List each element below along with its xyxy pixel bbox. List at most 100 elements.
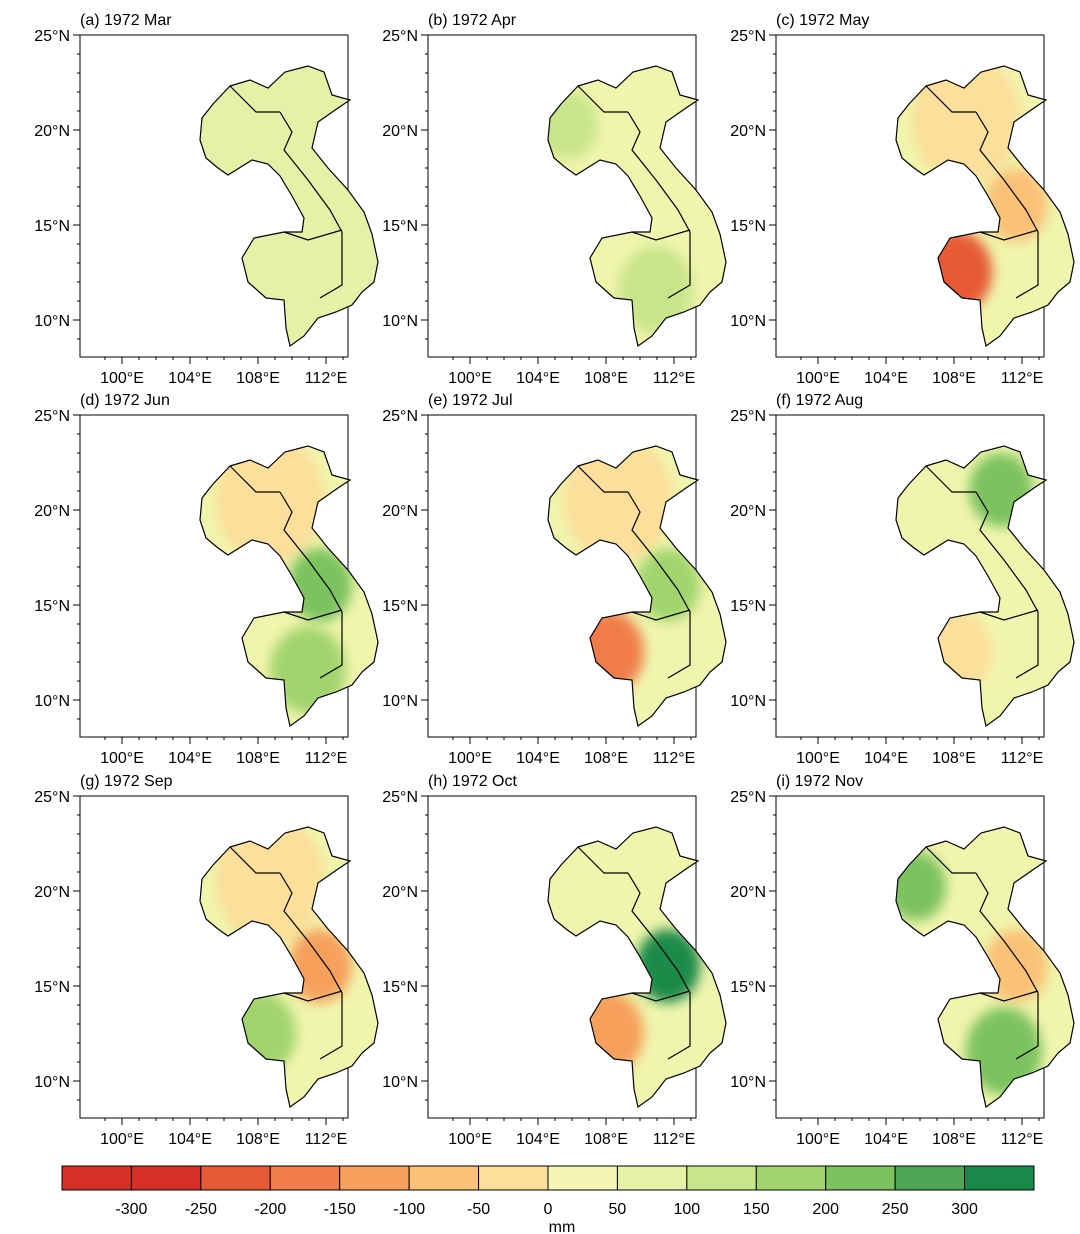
country-border (627, 872, 691, 1060)
panel-title: (b) 1972 Apr (428, 12, 517, 29)
x-tick-label: 108°E (584, 750, 628, 767)
map-panel-jul: (e) 1972 Jul 25°N 20°N 15°N 10°N 100°E 104°E 10… (382, 392, 727, 767)
colorbar-tick-label: -250 (185, 1201, 217, 1218)
y-tick-label: 20°N (34, 503, 70, 520)
anomaly-blob (215, 827, 325, 945)
country-border (631, 229, 691, 241)
country-border (279, 872, 343, 1060)
country-border (283, 990, 343, 1002)
x-tick-label: 108°E (932, 1131, 976, 1148)
y-tick-label: 15°N (382, 218, 418, 235)
colorbar-tick-label: -100 (393, 1201, 425, 1218)
x-tick-label: 108°E (932, 750, 976, 767)
x-tick-label: 104°E (168, 370, 212, 387)
anomaly-blob (984, 168, 1048, 242)
country-border (577, 846, 628, 874)
map-panel-aug: (f) 1972 Aug 25°N 20°N 15°N 10°N 100°E 104°E 10… (730, 392, 1075, 767)
colorbar-segment (686, 1165, 757, 1191)
map-panel-apr: (b) 1972 Apr 25°N 20°N 15°N 10°N 100°E 104°E 10… (382, 12, 727, 387)
map-panel-nov: (i) 1972 Nov 25°N 20°N 15°N 10°N 100°E 104°E 10… (730, 773, 1075, 1148)
colorbar-tick-label: 200 (812, 1201, 839, 1218)
colorbar-segment (894, 1165, 966, 1191)
anomaly-blob (984, 929, 1048, 1003)
country-border (631, 609, 691, 621)
y-tick-label: 10°N (730, 1074, 766, 1091)
y-tick-label: 10°N (730, 313, 766, 330)
y-tick-label: 25°N (382, 408, 418, 425)
y-tick-label: 10°N (730, 693, 766, 710)
colorbar-segment (616, 1165, 688, 1191)
x-tick-label: 108°E (236, 750, 280, 767)
country-border (279, 111, 343, 299)
anomaly-blob (636, 929, 700, 1003)
y-tick-label: 25°N (34, 408, 70, 425)
y-tick-label: 25°N (382, 28, 418, 45)
x-tick-label: 104°E (516, 750, 560, 767)
colorbar-tick-label: 250 (882, 1201, 909, 1218)
y-tick-label: 25°N (382, 789, 418, 806)
colorbar-segment (339, 1165, 410, 1191)
colorbar-tick-label: 100 (674, 1201, 701, 1218)
map-panel-oct: (h) 1972 Oct 25°N 20°N 15°N 10°N 100°E 104°E 10… (382, 773, 727, 1148)
map-panel-jun: (d) 1972 Jun 25°N 20°N 15°N 10°N 100°E 104°E 10… (34, 392, 379, 767)
anomaly-blob (215, 446, 325, 564)
country-border (975, 872, 1039, 1060)
colorbar-segment (130, 1165, 202, 1191)
x-tick-label: 104°E (864, 750, 908, 767)
anomaly-field (215, 827, 352, 1075)
country-border (229, 846, 280, 874)
colorbar-segment (61, 1165, 132, 1191)
y-tick-label: 20°N (34, 884, 70, 901)
x-tick-label: 108°E (236, 1131, 280, 1148)
colorbar-segment (478, 1165, 549, 1191)
x-tick-label: 112°E (1001, 1131, 1044, 1148)
x-tick-label: 108°E (932, 370, 976, 387)
country-border (627, 111, 691, 299)
colorbar-tick-label: 0 (544, 1201, 553, 1218)
panel-grid: (a) 1972 Mar 25°N 20°N 15°N 10°N 100°E 104°E 10… (34, 12, 1075, 1148)
colorbar-unit: mm (549, 1219, 576, 1234)
panel-title: (e) 1972 Jul (428, 392, 513, 409)
land-map (199, 826, 379, 1108)
x-tick-label: 104°E (516, 370, 560, 387)
x-tick-label: 112°E (653, 1131, 696, 1148)
anomaly-blob (288, 929, 352, 1003)
country-border (975, 491, 1039, 679)
anomaly-field (215, 446, 352, 714)
map-panel-sep: (g) 1972 Sep 25°N 20°N 15°N 10°N 100°E 104°E 10… (34, 773, 379, 1148)
panel-title: (h) 1972 Oct (428, 773, 517, 790)
colorbar-segment (408, 1165, 480, 1191)
x-tick-label: 104°E (516, 1131, 560, 1148)
colorbar-tick-label: -200 (254, 1201, 286, 1218)
x-tick-label: 100°E (796, 1131, 840, 1148)
y-tick-label: 20°N (382, 123, 418, 140)
y-tick-label: 15°N (730, 979, 766, 996)
map-panel-mar: (a) 1972 Mar 25°N 20°N 15°N 10°N 100°E 104°E 10… (34, 12, 379, 387)
y-tick-label: 10°N (382, 693, 418, 710)
map-panel-may: (c) 1972 May 25°N 20°N 15°N 10°N 100°E 104°E 10… (730, 12, 1075, 387)
panel-title: (i) 1972 Nov (776, 773, 863, 790)
y-tick-label: 10°N (34, 313, 70, 330)
country-border (631, 990, 691, 1002)
x-tick-label: 100°E (448, 370, 492, 387)
x-tick-label: 100°E (100, 370, 144, 387)
x-tick-label: 100°E (100, 750, 144, 767)
colorbar-segment (755, 1165, 827, 1191)
y-tick-label: 20°N (730, 123, 766, 140)
colorbar-tick-label: -300 (115, 1201, 147, 1218)
anomaly-blob (618, 246, 694, 334)
x-tick-label: 104°E (168, 1131, 212, 1148)
colorbar-tick-label: -50 (467, 1201, 490, 1218)
x-tick-label: 112°E (305, 370, 348, 387)
country-border (979, 609, 1039, 621)
x-tick-label: 100°E (796, 750, 840, 767)
colorbar-segment (547, 1165, 618, 1191)
colorbar-tick-label: 150 (743, 1201, 770, 1218)
x-tick-label: 108°E (584, 370, 628, 387)
x-tick-label: 100°E (100, 1131, 144, 1148)
colorbar-tick-label: 300 (951, 1201, 978, 1218)
panel-title: (d) 1972 Jun (80, 392, 170, 409)
country-border (925, 85, 976, 113)
land-map (547, 445, 727, 727)
y-tick-label: 15°N (382, 979, 418, 996)
